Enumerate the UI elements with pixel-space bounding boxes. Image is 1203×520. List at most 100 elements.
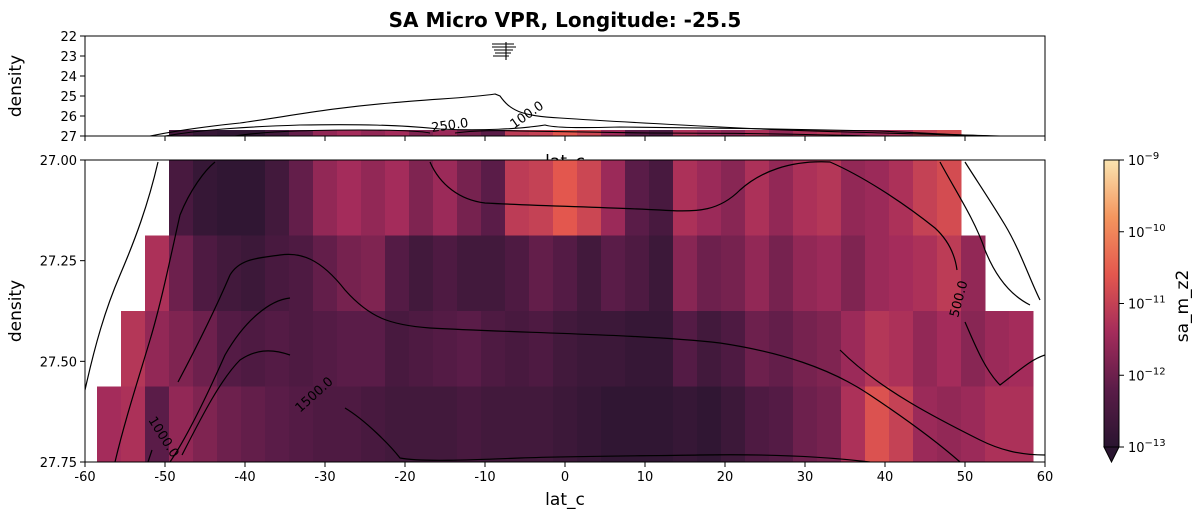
heatmap-cell — [985, 386, 1010, 462]
heatmap-cell — [313, 235, 338, 312]
heatmap-cell — [601, 386, 626, 462]
heatmap-cell — [937, 160, 962, 236]
main-heatmap — [97, 160, 1034, 462]
heatmap-cell — [505, 311, 530, 387]
heatmap-cell — [481, 386, 506, 462]
heatmap-cell — [577, 311, 602, 387]
top-axes-frame — [84, 35, 1046, 137]
heatmap-cell — [121, 311, 146, 387]
top-spike — [492, 42, 516, 60]
contour-right-inner — [939, 161, 1031, 306]
colorbar-tick-label: 10−13 — [1128, 438, 1166, 456]
top-contour-inner — [454, 130, 871, 136]
heatmap-cell — [145, 235, 170, 312]
heatmap-cell — [409, 311, 434, 387]
main-x-ticks: -60 -50 -40 -30 -20 -10 0 10 20 30 40 50 60 — [74, 462, 1053, 485]
heatmap-cell — [721, 311, 746, 387]
heatmap-cell — [793, 311, 818, 387]
heatmap-cell — [865, 160, 890, 236]
contour-right-outer — [964, 161, 1041, 301]
heatmap-cell — [793, 235, 818, 312]
heatmap-cell — [625, 386, 650, 462]
main-y-axis-label: density — [6, 280, 26, 342]
x-tick-label: 20 — [717, 470, 734, 485]
heatmap-cell — [913, 235, 938, 312]
heatmap-cell — [337, 235, 362, 312]
heatmap-cell — [697, 386, 722, 462]
heatmap-cell — [481, 235, 506, 312]
x-tick-label: 40 — [877, 470, 894, 485]
heatmap-cell — [505, 160, 530, 236]
heatmap-cell — [913, 311, 938, 387]
heatmap-cell — [817, 311, 842, 387]
top-contour-100 — [164, 124, 991, 136]
contour-deep — [344, 407, 871, 462]
heatmap-cell — [193, 235, 218, 312]
top-heatmap-cell — [769, 130, 794, 136]
main-y-ticks: 27.00 27.25 27.50 27.75 — [40, 154, 85, 471]
heatmap-cell — [841, 386, 866, 462]
heatmap-cell — [289, 386, 314, 462]
heatmap-cell — [625, 160, 650, 236]
heatmap-cell — [337, 311, 362, 387]
heatmap-cell — [265, 160, 290, 236]
heatmap-cell — [313, 386, 338, 462]
heatmap-cell — [385, 311, 410, 387]
heatmap-cell — [385, 386, 410, 462]
heatmap-cell — [241, 160, 266, 236]
contour-left-outer — [85, 161, 159, 391]
heatmap-cell — [289, 235, 314, 312]
heatmap-cell — [457, 386, 482, 462]
colorbar-tick-label: 10−12 — [1128, 366, 1166, 384]
heatmap-cell — [145, 386, 170, 462]
heatmap-cell — [313, 160, 338, 236]
heatmap-cell — [385, 160, 410, 236]
top-heatmap-cell — [193, 130, 218, 136]
top-heatmap-cell — [457, 130, 482, 136]
top-heatmap-cell — [601, 130, 626, 136]
heatmap-cell — [337, 160, 362, 236]
heatmap-cell — [241, 311, 266, 387]
contour-2000 — [181, 350, 291, 456]
heatmap-cell — [649, 311, 674, 387]
contour-right-lower — [839, 349, 1045, 456]
heatmap-cell — [745, 386, 770, 462]
heatmap-cell — [457, 311, 482, 387]
heatmap-cell — [601, 311, 626, 387]
top-heatmap-cell — [385, 130, 410, 136]
top-heatmap-cell — [361, 130, 386, 136]
top-y-tick-label: 26 — [60, 110, 77, 125]
top-heatmap-cell — [505, 130, 530, 136]
heatmap-cell — [865, 386, 890, 462]
heatmap-cell — [433, 235, 458, 312]
heatmap-cell — [169, 386, 194, 462]
heatmap-cell — [841, 235, 866, 312]
heatmap-cell — [937, 235, 962, 312]
colorbar-tick-label: 10−10 — [1128, 223, 1166, 241]
heatmap-cell — [385, 235, 410, 312]
heatmap-cell — [721, 235, 746, 312]
heatmap-cell — [457, 235, 482, 312]
contour-1000 — [147, 297, 291, 462]
heatmap-cell — [745, 311, 770, 387]
heatmap-cell — [169, 160, 194, 236]
heatmap-cell — [721, 160, 746, 236]
heatmap-cell — [481, 160, 506, 236]
heatmap-cell — [337, 386, 362, 462]
heatmap-cell — [361, 386, 386, 462]
heatmap-cell — [553, 160, 578, 236]
top-heatmap-cell — [409, 130, 434, 136]
x-tick-label: -10 — [474, 470, 495, 485]
contour-left-mid — [114, 161, 216, 462]
x-tick-label: 0 — [561, 470, 569, 485]
heatmap-cell — [937, 311, 962, 387]
heatmap-cell — [505, 386, 530, 462]
top-y-tick-label: 24 — [60, 70, 77, 85]
x-tick-label: 60 — [1037, 470, 1054, 485]
heatmap-cell — [313, 311, 338, 387]
colorbar-ticks: 10−9 10−10 10−11 10−12 10−13 — [1119, 151, 1166, 456]
heatmap-cell — [433, 311, 458, 387]
heatmap-cell — [193, 311, 218, 387]
top-heatmap-cell — [817, 130, 842, 136]
heatmap-cell — [985, 311, 1010, 387]
